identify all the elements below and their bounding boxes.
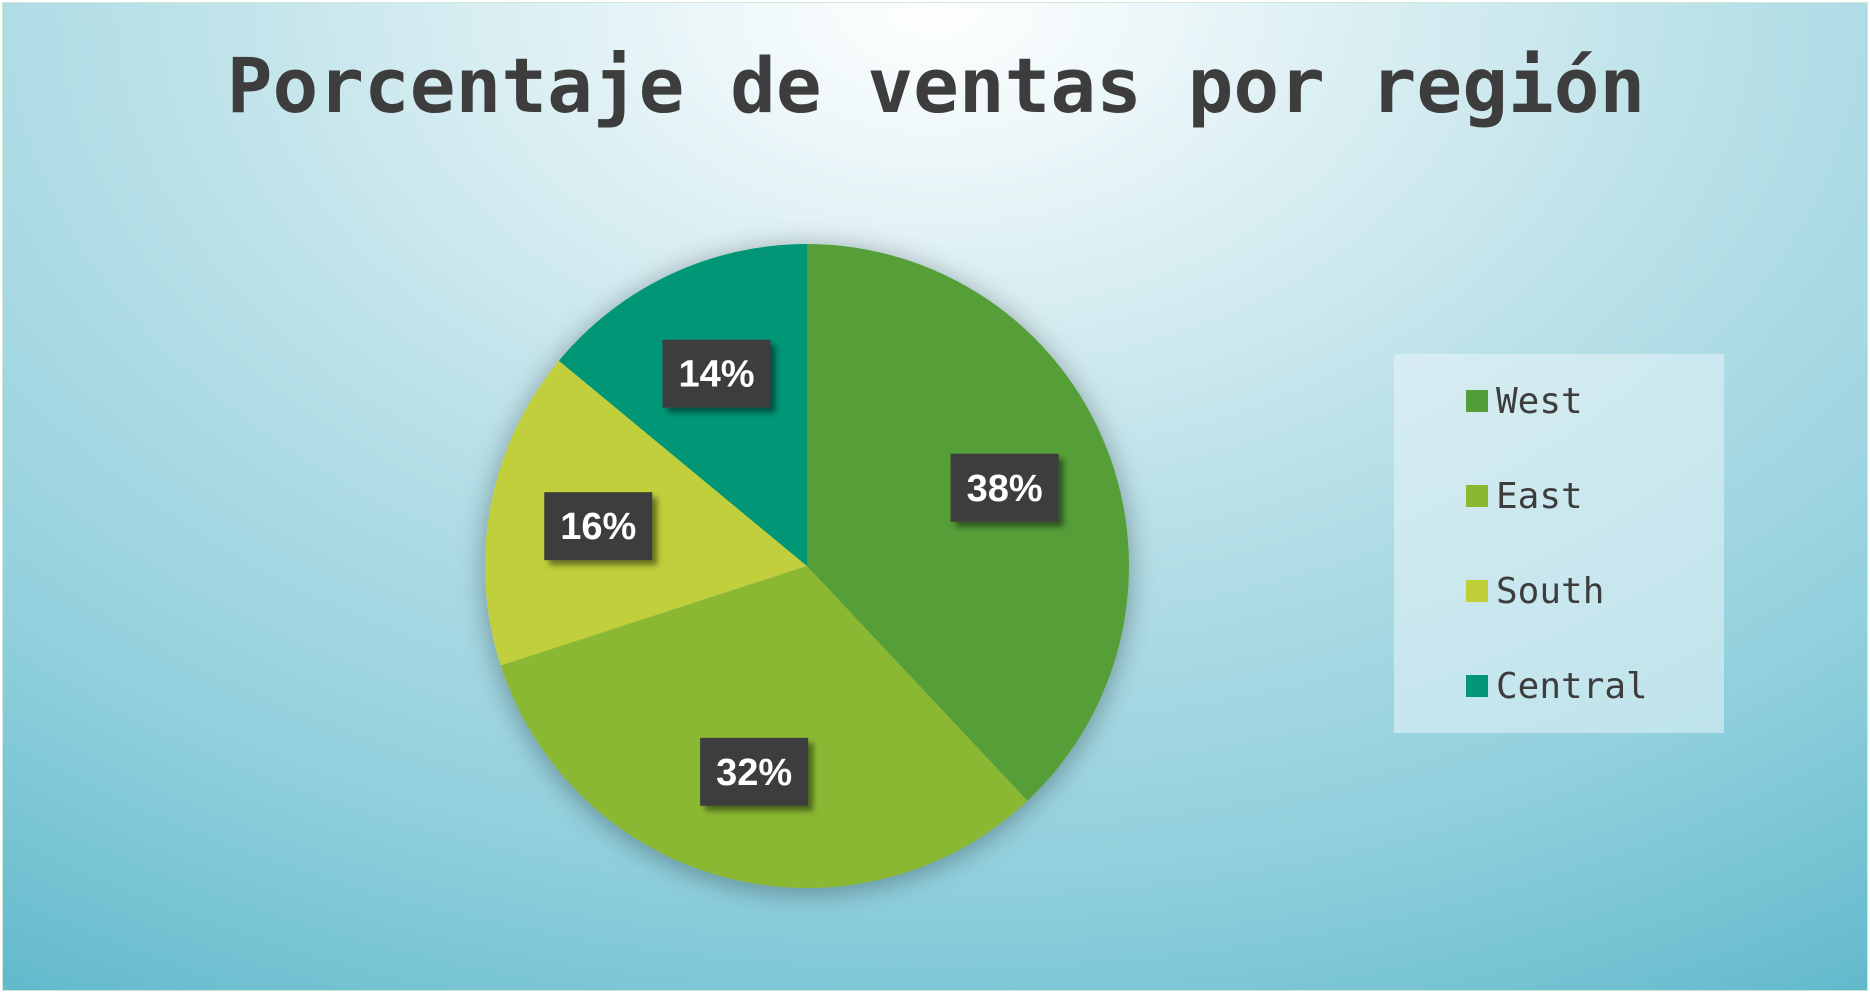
data-label-text-central: 14% bbox=[678, 354, 754, 396]
pie-data-labels: 38% 32% 16% 14% bbox=[544, 339, 1059, 806]
legend-item-central: Central bbox=[1466, 665, 1648, 707]
data-label-text-south: 16% bbox=[560, 506, 636, 548]
legend-label-central: Central bbox=[1496, 665, 1648, 707]
data-label-west: 38% bbox=[950, 453, 1059, 522]
data-label-south: 16% bbox=[544, 492, 653, 561]
chart-title: Porcentaje de ventas por región bbox=[226, 41, 1646, 130]
legend-swatch-south bbox=[1466, 580, 1488, 602]
data-label-box-south bbox=[544, 492, 653, 561]
pie-slice-east bbox=[500, 566, 1028, 888]
legend-swatch-east bbox=[1466, 485, 1488, 507]
legend-item-west: West bbox=[1466, 380, 1583, 422]
legend: West East South Central bbox=[1394, 354, 1724, 733]
data-label-text-east: 32% bbox=[716, 752, 792, 794]
data-label-central: 14% bbox=[662, 339, 771, 408]
pie-chart: 38% 32% 16% 14% bbox=[484, 244, 1129, 888]
legend-label-east: East bbox=[1496, 475, 1583, 517]
legend-item-south: South bbox=[1466, 570, 1605, 612]
data-label-box-west bbox=[950, 453, 1059, 522]
legend-swatch-west bbox=[1466, 390, 1488, 412]
data-label-east: 32% bbox=[700, 737, 809, 806]
legend-item-east: East bbox=[1466, 475, 1583, 517]
legend-label-west: West bbox=[1496, 380, 1583, 422]
pie-slice-west bbox=[807, 244, 1129, 801]
legend-label-south: South bbox=[1496, 570, 1605, 612]
data-label-box-central bbox=[662, 339, 771, 408]
data-label-box-east bbox=[700, 737, 809, 806]
pie-slices bbox=[484, 244, 1129, 888]
legend-swatch-central bbox=[1466, 675, 1488, 697]
data-label-text-west: 38% bbox=[967, 468, 1043, 510]
